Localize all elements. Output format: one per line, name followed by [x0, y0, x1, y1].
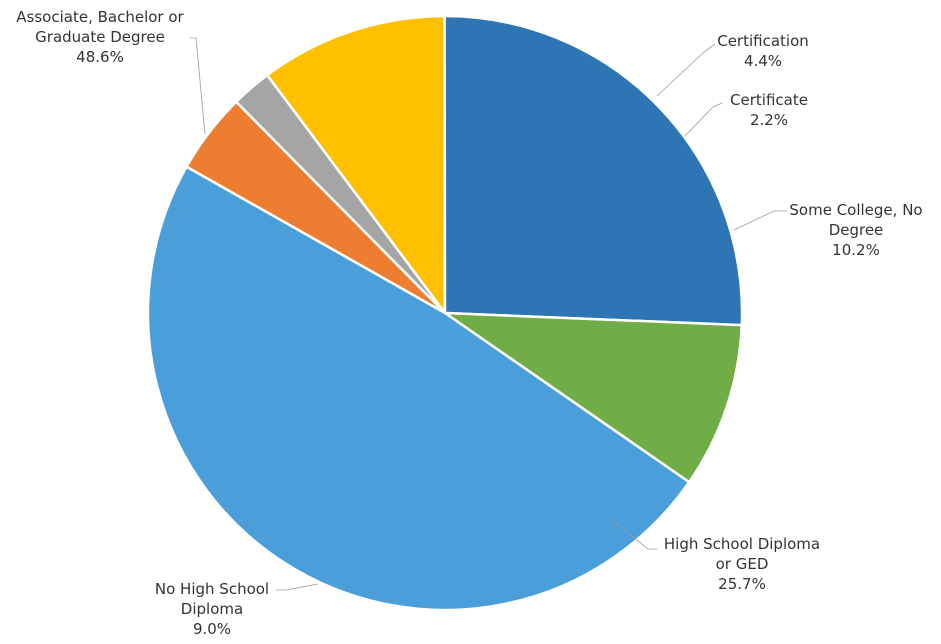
labels-layer: Certification 4.4% Certificate 2.2% Some Col…: [16, 8, 922, 638]
data-label-some-college-no-degree: Some College, No Degree 10.2%: [789, 201, 922, 259]
leader-lines-layer: [190, 37, 787, 591]
leader-line-high-school-diploma-or-ged: [611, 519, 657, 550]
data-label-no-high-school-diploma: No High School Diploma 9.0%: [155, 580, 269, 638]
data-label-line: 48.6%: [76, 48, 124, 66]
data-label-line: 25.7%: [718, 575, 766, 593]
pie-slice-high-school-diploma-or-ged: [443, 14, 744, 327]
data-label-line: Degree: [829, 221, 884, 239]
data-label-line: Certification: [717, 32, 809, 50]
leader-line-some-college-no-degree: [733, 210, 787, 231]
pie-slice-some-college-no-degree: [265, 14, 447, 317]
data-label-line: 2.2%: [750, 111, 788, 129]
data-label-line: Diploma: [181, 600, 243, 618]
data-label-line: 4.4%: [744, 52, 782, 70]
leader-line-associate-bachelor-or-graduate-degree: [190, 37, 206, 135]
data-label-line: Graduate Degree: [35, 28, 165, 46]
data-label-line: No High School: [155, 580, 269, 598]
pie-slice-associate-bachelor-or-graduate-degree: [146, 165, 691, 612]
leader-line-certificate: [684, 102, 723, 137]
data-label-certificate: Certificate 2.2%: [730, 91, 808, 129]
pie-slice-no-high-school-diploma: [440, 311, 744, 484]
leader-line-no-high-school-diploma: [276, 583, 319, 591]
data-label-line: 9.0%: [193, 620, 231, 638]
leader-line-certification: [656, 43, 716, 97]
data-label-associate-bachelor-or-graduate-degree: Associate, Bachelor or Graduate Degree 48.…: [16, 8, 184, 66]
data-label-line: or GED: [716, 555, 769, 573]
data-label-line: Some College, No: [789, 201, 922, 219]
data-label-line: 10.2%: [832, 241, 880, 259]
data-label-line: Certificate: [730, 91, 808, 109]
data-label-certification: Certification 4.4%: [717, 32, 809, 70]
data-label-line: High School Diploma: [664, 535, 820, 553]
data-label-line: Associate, Bachelor or: [16, 8, 184, 26]
slices-layer: [146, 14, 744, 612]
data-label-high-school-diploma-or-ged: High School Diploma or GED 25.7%: [664, 535, 820, 593]
